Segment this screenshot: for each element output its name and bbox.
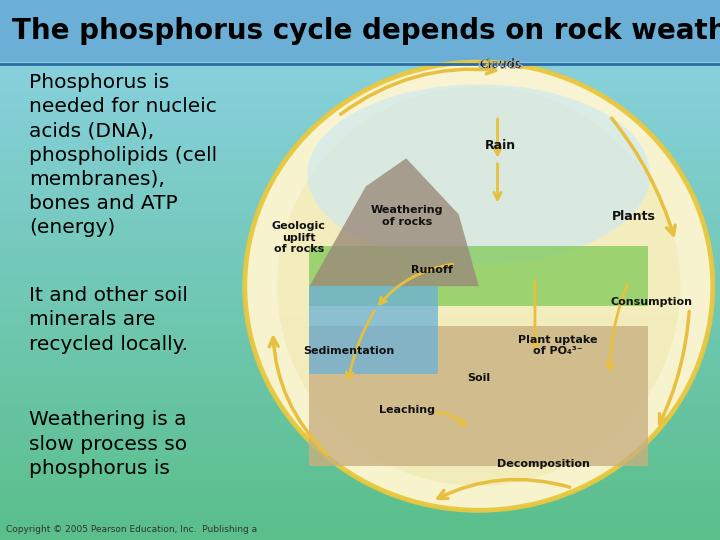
Ellipse shape <box>307 84 650 264</box>
Text: Clouds: Clouds <box>477 58 524 72</box>
Text: Plants: Plants <box>612 210 655 222</box>
Text: Phosphorus is
needed for nucleic
acids (DNA),
phospholipids (cell
membranes),
bo: Phosphorus is needed for nucleic acids (… <box>29 73 217 238</box>
Ellipse shape <box>277 86 680 486</box>
Text: Soil: Soil <box>467 373 490 383</box>
Ellipse shape <box>245 62 713 510</box>
Bar <box>0 0 720 62</box>
Polygon shape <box>310 326 648 466</box>
Text: Geologic
uplift
of rocks: Geologic uplift of rocks <box>272 221 325 254</box>
Text: Rain: Rain <box>485 139 516 152</box>
Polygon shape <box>310 286 438 374</box>
Polygon shape <box>310 246 648 306</box>
Text: It and other soil
minerals are
recycled locally.: It and other soil minerals are recycled … <box>29 286 188 354</box>
Text: Weathering
of rocks: Weathering of rocks <box>371 205 443 227</box>
Text: Weathering is a
slow process so
phosphorus is: Weathering is a slow process so phosphor… <box>29 410 187 478</box>
Text: Copyright © 2005 Pearson Education, Inc.  Publishing a: Copyright © 2005 Pearson Education, Inc.… <box>6 525 257 534</box>
Polygon shape <box>310 158 479 286</box>
Text: Sedimentation: Sedimentation <box>304 346 395 356</box>
Text: Decomposition: Decomposition <box>498 460 590 469</box>
Text: Clouds: Clouds <box>480 58 521 71</box>
Text: Leaching: Leaching <box>379 406 435 415</box>
Text: The phosphorus cycle depends on rock weathering: The phosphorus cycle depends on rock wea… <box>12 17 720 45</box>
Text: Runoff: Runoff <box>411 265 453 275</box>
Text: Consumption: Consumption <box>611 298 693 307</box>
Text: Plant uptake
of PO₄³⁻: Plant uptake of PO₄³⁻ <box>518 335 598 356</box>
